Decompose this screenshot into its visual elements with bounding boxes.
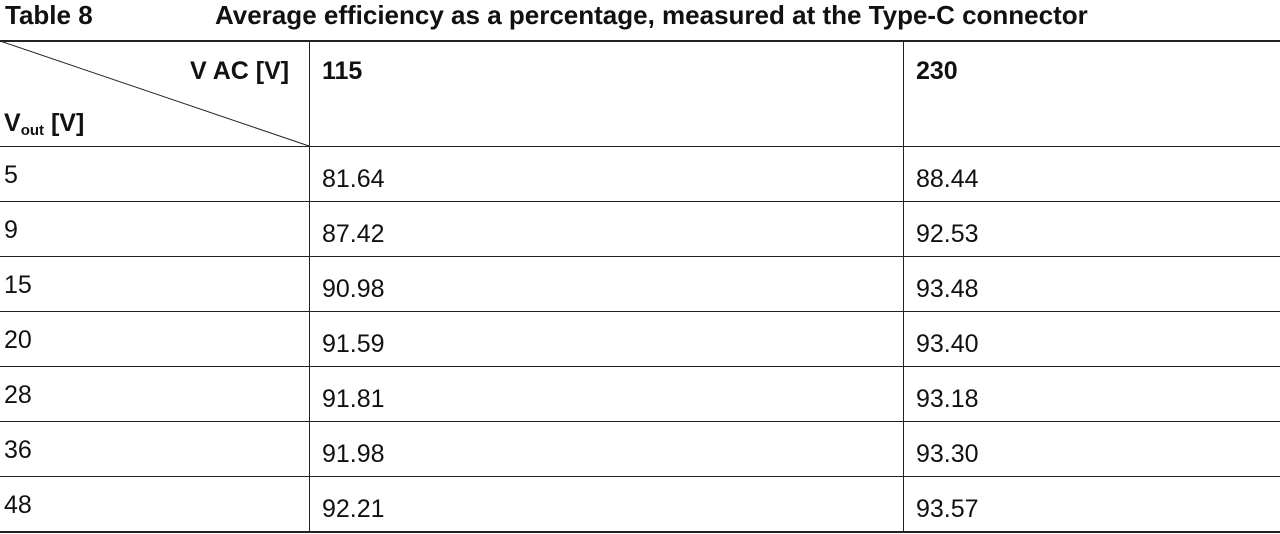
row-divider <box>0 366 1280 367</box>
row-divider <box>0 421 1280 422</box>
row-header: 48 <box>4 491 32 519</box>
table-cell: 92.21 <box>322 495 385 523</box>
table-cell: 91.59 <box>322 330 385 358</box>
table-cell: 81.64 <box>322 165 385 193</box>
row-header: 36 <box>4 436 32 464</box>
table-cell: 87.42 <box>322 220 385 248</box>
table-cell: 91.98 <box>322 440 385 468</box>
table-cell: 93.57 <box>916 495 979 523</box>
table-cell: 93.30 <box>916 440 979 468</box>
corner-diagonal <box>0 40 310 147</box>
row-header: 20 <box>4 326 32 354</box>
row-divider <box>0 476 1280 477</box>
row-header: 5 <box>4 161 18 189</box>
row-axis-symbol: V <box>4 109 21 137</box>
table-label: Table 8 <box>5 0 93 30</box>
table-cell: 88.44 <box>916 165 979 193</box>
table-cell: 91.81 <box>322 385 385 413</box>
table-cell: 93.18 <box>916 385 979 413</box>
table-cell: 90.98 <box>322 275 385 303</box>
row-divider <box>0 201 1280 202</box>
table-cell: 92.53 <box>916 220 979 248</box>
column-divider <box>309 40 310 531</box>
row-header: 28 <box>4 381 32 409</box>
column-header: 115 <box>322 57 363 85</box>
row-header: 15 <box>4 271 32 299</box>
row-divider <box>0 256 1280 257</box>
table-cell: 93.48 <box>916 275 979 303</box>
column-axis-label: V AC [V] <box>190 57 290 85</box>
column-divider <box>903 40 904 531</box>
row-header: 9 <box>4 216 18 244</box>
table-border <box>0 40 1280 42</box>
row-divider <box>0 146 1280 147</box>
row-axis-unit: [V] <box>50 109 85 137</box>
row-divider <box>0 311 1280 312</box>
column-header: 230 <box>916 57 958 85</box>
table-cell: 93.40 <box>916 330 979 358</box>
row-axis-label: Vout [V] <box>4 108 84 146</box>
row-divider <box>0 531 1280 533</box>
table-title: Average efficiency as a percentage, meas… <box>215 0 1088 30</box>
row-axis-subscript: out <box>20 122 45 139</box>
